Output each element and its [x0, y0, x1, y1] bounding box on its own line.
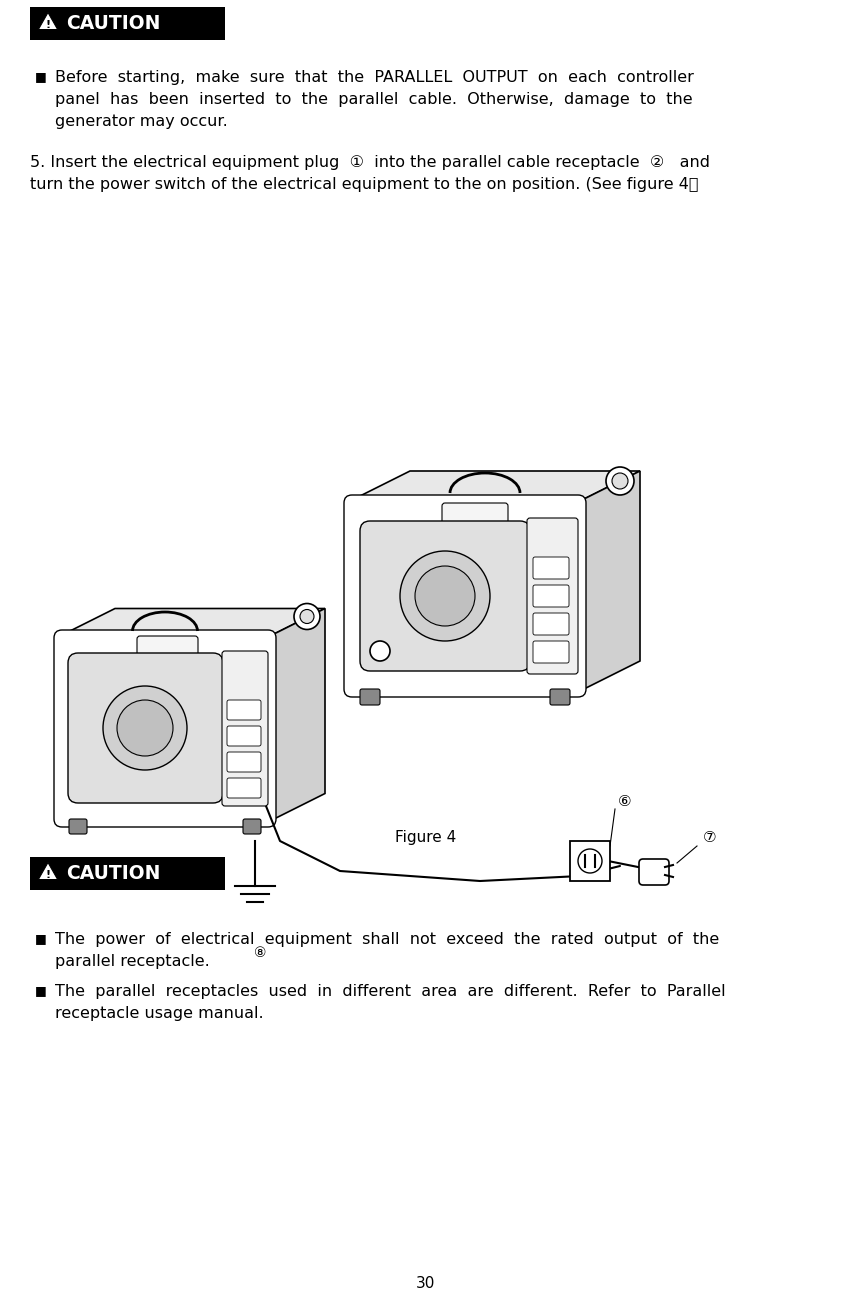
Text: CAUTION: CAUTION — [66, 14, 160, 33]
FancyBboxPatch shape — [527, 518, 578, 674]
Circle shape — [400, 551, 489, 641]
FancyBboxPatch shape — [638, 859, 668, 885]
Circle shape — [294, 603, 320, 629]
Text: ■: ■ — [35, 932, 47, 945]
Circle shape — [415, 566, 475, 625]
Polygon shape — [349, 501, 579, 691]
Text: The  power  of  electrical  equipment  shall  not  exceed  the  rated  output  o: The power of electrical equipment shall … — [55, 932, 718, 947]
Text: Figure 4: Figure 4 — [395, 830, 456, 846]
Text: receptacle usage manual.: receptacle usage manual. — [55, 1006, 263, 1021]
Text: Before  starting,  make  sure  that  the  PARALLEL  OUTPUT  on  each  controller: Before starting, make sure that the PARA… — [55, 69, 693, 85]
Circle shape — [605, 467, 633, 496]
Polygon shape — [349, 471, 639, 501]
FancyBboxPatch shape — [227, 753, 261, 772]
FancyBboxPatch shape — [441, 503, 508, 534]
Text: turn the power switch of the electrical equipment to the on position. (See figur: turn the power switch of the electrical … — [30, 177, 698, 191]
FancyBboxPatch shape — [69, 819, 87, 834]
FancyBboxPatch shape — [532, 641, 568, 663]
Polygon shape — [38, 863, 58, 880]
Text: ■: ■ — [35, 69, 47, 83]
Polygon shape — [38, 13, 58, 30]
FancyBboxPatch shape — [222, 652, 268, 806]
FancyBboxPatch shape — [227, 777, 261, 798]
Text: ⑥: ⑥ — [618, 793, 631, 809]
Text: generator may occur.: generator may occur. — [55, 114, 227, 128]
Text: CAUTION: CAUTION — [66, 864, 160, 884]
FancyBboxPatch shape — [54, 631, 276, 827]
FancyBboxPatch shape — [360, 520, 529, 671]
Circle shape — [370, 641, 389, 661]
FancyBboxPatch shape — [137, 636, 198, 663]
Text: panel  has  been  inserted  to  the  parallel  cable.  Otherwise,  damage  to  t: panel has been inserted to the parallel … — [55, 92, 692, 108]
Text: ■: ■ — [35, 985, 47, 996]
FancyBboxPatch shape — [532, 557, 568, 579]
FancyBboxPatch shape — [227, 700, 261, 720]
FancyBboxPatch shape — [243, 819, 261, 834]
Text: ⑧: ⑧ — [253, 947, 266, 960]
Text: 30: 30 — [416, 1276, 435, 1291]
Polygon shape — [579, 471, 639, 691]
FancyBboxPatch shape — [569, 840, 609, 881]
Circle shape — [611, 473, 627, 489]
Polygon shape — [60, 608, 325, 636]
Text: !: ! — [45, 869, 50, 880]
FancyBboxPatch shape — [343, 496, 585, 697]
Text: The  parallel  receptacles  used  in  different  area  are  different.  Refer  t: The parallel receptacles used in differe… — [55, 985, 725, 999]
FancyBboxPatch shape — [68, 653, 222, 804]
Polygon shape — [270, 608, 325, 821]
Circle shape — [103, 686, 187, 770]
FancyBboxPatch shape — [30, 857, 225, 890]
FancyBboxPatch shape — [30, 7, 225, 41]
Polygon shape — [60, 636, 270, 821]
Text: parallel receptacle.: parallel receptacle. — [55, 954, 210, 969]
Circle shape — [578, 850, 602, 873]
Text: 5. Insert the electrical equipment plug  ①  into the parallel cable receptacle  : 5. Insert the electrical equipment plug … — [30, 155, 709, 170]
Text: !: ! — [45, 20, 50, 30]
FancyBboxPatch shape — [360, 690, 379, 705]
FancyBboxPatch shape — [227, 726, 261, 746]
FancyBboxPatch shape — [532, 614, 568, 635]
FancyBboxPatch shape — [550, 690, 569, 705]
FancyBboxPatch shape — [532, 585, 568, 607]
Text: ⑦: ⑦ — [702, 830, 716, 846]
Circle shape — [300, 610, 314, 624]
Circle shape — [117, 700, 173, 756]
